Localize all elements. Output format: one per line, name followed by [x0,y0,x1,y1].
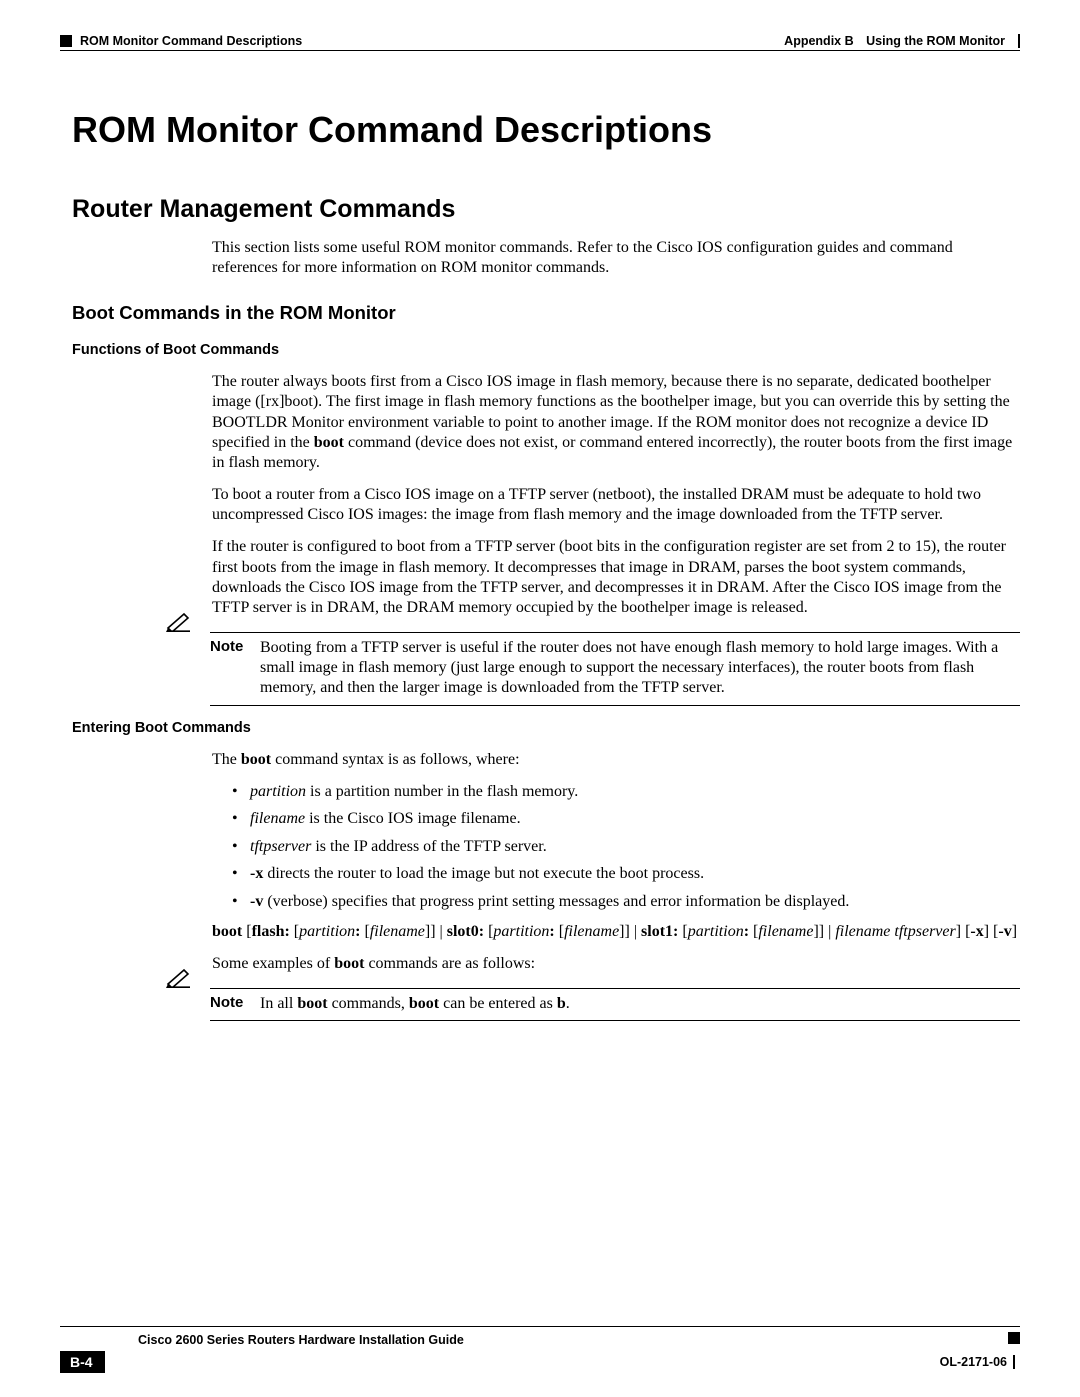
intro-paragraph: This section lists some useful ROM monit… [212,238,1020,278]
t: b [557,995,566,1012]
note-rule-top [210,632,1020,633]
t: flash: [252,923,290,940]
t: filename tftpserver [835,923,955,940]
page-title: ROM Monitor Command Descriptions [72,109,1020,151]
t: [ [360,923,369,940]
text: is the Cisco IOS image filename. [305,810,521,827]
syntax-line: boot [flash: [partition: [filename]] | s… [212,922,1020,942]
bold-term: boot [241,751,271,768]
header-left: ROM Monitor Command Descriptions [60,34,302,48]
topic-heading-entering: Entering Boot Commands [72,720,1020,736]
topic-heading-functions: Functions of Boot Commands [72,342,1020,358]
header-section-label: ROM Monitor Command Descriptions [80,34,302,48]
note-text: Booting from a TFTP server is useful if … [260,638,1020,698]
paragraph-2: To boot a router from a Cisco IOS image … [212,485,1020,525]
t: -v [998,923,1011,940]
vertical-rule-icon [1013,34,1020,48]
t: filename [758,923,813,940]
bullet-list: partition is a partition number in the f… [232,782,1020,912]
header-right: Appendix B Using the ROM Monitor [784,34,1020,48]
t: boot [212,923,242,940]
t: -x [970,923,983,940]
t: partition [299,923,355,940]
vertical-rule-icon [1013,1355,1020,1369]
text: command syntax is as follows, where: [271,751,519,768]
text: is the IP address of the TFTP server. [311,838,546,855]
bold-term: -x [250,865,263,882]
bold-term: boot [314,434,344,451]
pencil-icon [166,966,192,988]
text: is a partition number in the flash memor… [306,783,578,800]
header-appendix-label: Appendix B Using the ROM Monitor [784,34,1005,48]
t: filename [564,923,619,940]
t: can be entered as [439,995,557,1012]
t: [ [678,923,687,940]
note-rule-bottom [210,1020,1020,1021]
italic-term: filename [250,810,305,827]
text: (verbose) specifies that progress print … [263,893,849,910]
t: slot0: [447,923,484,940]
paragraph-4: The boot command syntax is as follows, w… [212,750,1020,770]
pencil-icon [166,610,192,632]
t: [ [290,923,299,940]
t: [ [749,923,758,940]
note-label: Note [210,638,260,698]
square-icon [1008,1332,1020,1344]
doc-number: OL-2171-06 [940,1355,1007,1369]
italic-term: partition [250,783,306,800]
note-text: In all boot commands, boot can be entere… [260,994,1020,1014]
text: The [212,751,241,768]
note-rule-bottom [210,705,1020,706]
page-body: ROM Monitor Command Descriptions Router … [60,109,1020,1021]
note-rule-top [210,988,1020,989]
t: filename [370,923,425,940]
t: In all [260,995,297,1012]
list-item: -x directs the router to load the image … [232,864,1020,884]
t: ]] | [813,923,835,940]
italic-term: tftpserver [250,838,311,855]
t: partition [493,923,549,940]
footer-guide-title: Cisco 2600 Series Routers Hardware Insta… [138,1333,464,1347]
subsection-heading: Boot Commands in the ROM Monitor [72,302,1020,324]
bold-term: -v [250,893,263,910]
paragraph-1: The router always boots first from a Cis… [212,372,1020,473]
t: ]] | [619,923,641,940]
page-number-badge: B-4 [60,1351,105,1373]
t: boot [409,995,439,1012]
t: slot1: [641,923,678,940]
t: [ [555,923,564,940]
t: . [566,995,570,1012]
t: ] [1012,923,1017,940]
note-label: Note [210,994,260,1014]
header-rule [60,50,1020,51]
list-item: filename is the Cisco IOS image filename… [232,809,1020,829]
list-item: tftpserver is the IP address of the TFTP… [232,837,1020,857]
page-footer: Cisco 2600 Series Routers Hardware Insta… [60,1326,1020,1373]
t: commands, [328,995,409,1012]
t: [ [242,923,251,940]
note-block-2: Note In all boot commands, boot can be e… [160,988,1020,1021]
t: ]] | [425,923,447,940]
running-header: ROM Monitor Command Descriptions Appendi… [60,34,1020,48]
square-icon [60,35,72,47]
t: partition [688,923,744,940]
paragraph-3: If the router is configured to boot from… [212,537,1020,618]
note-block-1: Note Booting from a TFTP server is usefu… [160,632,1020,705]
t: ] [ [984,923,999,940]
bold-term: boot [334,955,364,972]
t: boot [297,995,327,1012]
text: commands are as follows: [364,955,535,972]
text: directs the router to load the image but… [263,865,704,882]
list-item: partition is a partition number in the f… [232,782,1020,802]
section-heading: Router Management Commands [72,195,1020,224]
t: ] [ [956,923,971,940]
t: [ [484,923,493,940]
footer-rule [60,1326,1020,1327]
list-item: -v (verbose) specifies that progress pri… [232,892,1020,912]
text: Some examples of [212,955,334,972]
paragraph-5: Some examples of boot commands are as fo… [212,954,1020,974]
